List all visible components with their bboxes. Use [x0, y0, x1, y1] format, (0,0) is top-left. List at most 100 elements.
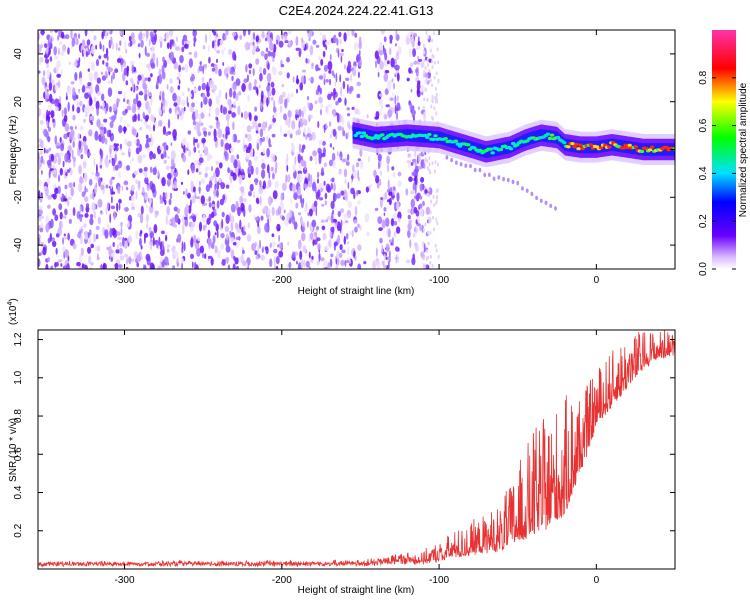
- noise-blob: [95, 225, 100, 231]
- noise-blob: [339, 52, 344, 57]
- noise-blob: [311, 62, 314, 70]
- noise-blob: [268, 126, 270, 132]
- noise-blob: [406, 160, 411, 164]
- noise-blob: [418, 203, 423, 210]
- noise-blob: [109, 154, 112, 159]
- signal-peak: [633, 145, 638, 149]
- noise-blob: [191, 73, 195, 82]
- signal-peak: [639, 149, 645, 154]
- noise-blob: [392, 82, 396, 90]
- noise-blob: [236, 266, 239, 269]
- noise-blob: [167, 118, 171, 129]
- branch-blob: [488, 172, 491, 177]
- noise-blob: [229, 87, 233, 98]
- noise-blob: [262, 147, 266, 155]
- noise-blob: [271, 133, 276, 138]
- noise-blob: [138, 251, 142, 255]
- noise-blob: [347, 200, 353, 208]
- noise-blob: [131, 157, 135, 161]
- noise-blob: [216, 200, 220, 209]
- noise-blob: [284, 40, 289, 44]
- colorbar-label: Normalized spectral amplitude: [738, 82, 749, 217]
- noise-blob: [241, 174, 245, 179]
- noise-blob: [302, 69, 306, 73]
- noise-blob: [146, 63, 151, 69]
- noise-blob: [225, 184, 230, 189]
- noise-blob: [75, 94, 79, 100]
- noise-blob: [38, 101, 42, 106]
- branch-blob: [473, 167, 477, 173]
- noise-blob: [343, 214, 347, 220]
- noise-blob: [337, 169, 343, 176]
- noise-blob: [224, 237, 230, 246]
- noise-blob: [249, 183, 254, 192]
- noise-blob: [77, 132, 80, 141]
- noise-blob: [176, 36, 178, 42]
- noise-blob: [388, 239, 393, 243]
- noise-blob: [345, 161, 350, 166]
- noise-blob: [60, 263, 63, 267]
- noise-blob: [426, 159, 429, 164]
- noise-blob: [329, 134, 332, 139]
- noise-blob: [260, 101, 263, 111]
- noise-blob: [218, 178, 222, 183]
- noise-blob: [420, 84, 426, 94]
- noise-blob: [156, 57, 159, 68]
- noise-blob: [53, 46, 57, 56]
- noise-blob: [318, 96, 323, 104]
- noise-blob: [395, 43, 397, 47]
- noise-blob: [187, 102, 190, 108]
- noise-blob: [250, 165, 254, 175]
- noise-blob: [191, 164, 195, 174]
- noise-blob: [231, 32, 237, 37]
- signal-peak: [664, 145, 669, 149]
- noise-blob: [321, 225, 326, 231]
- noise-blob: [293, 192, 298, 201]
- noise-blob: [68, 61, 72, 65]
- noise-blob: [102, 44, 105, 52]
- noise-blob: [248, 42, 251, 51]
- noise-blob: [191, 221, 196, 228]
- noise-blob: [254, 250, 258, 256]
- noise-blob: [152, 52, 156, 62]
- noise-blob: [210, 175, 214, 182]
- noise-blob: [225, 233, 229, 241]
- noise-blob: [423, 50, 426, 55]
- noise-blob: [111, 256, 113, 262]
- noise-blob: [90, 262, 94, 266]
- noise-blob: [291, 120, 296, 130]
- branch-blob: [483, 172, 487, 178]
- noise-blob: [40, 30, 45, 35]
- noise-blob: [196, 142, 200, 149]
- noise-blob: [265, 47, 269, 53]
- noise-blob: [150, 73, 153, 78]
- noise-blob: [146, 52, 150, 57]
- noise-blob: [241, 230, 247, 236]
- noise-blob: [140, 245, 143, 250]
- noise-blob: [287, 174, 291, 183]
- noise-blob: [305, 58, 308, 64]
- noise-blob: [252, 86, 258, 90]
- noise-blob: [316, 226, 319, 231]
- noise-blob: [191, 261, 194, 269]
- noise-blob: [283, 113, 287, 121]
- noise-blob: [229, 230, 232, 236]
- noise-blob: [139, 90, 143, 96]
- y-tick-label: 0.6: [13, 447, 24, 461]
- noise-blob: [147, 147, 150, 152]
- signal-peak: [511, 141, 516, 146]
- noise-blob: [237, 159, 241, 169]
- y-tick-label: -20: [13, 190, 24, 205]
- noise-blob: [354, 205, 358, 216]
- branch-blob: [502, 177, 505, 182]
- noise-blob: [80, 247, 84, 256]
- noise-blob: [276, 39, 279, 45]
- noise-blob: [55, 106, 59, 112]
- noise-blob: [67, 85, 70, 92]
- noise-blob: [61, 31, 65, 39]
- noise-blob: [182, 154, 187, 163]
- noise-blob: [95, 182, 98, 189]
- signal-peak: [650, 145, 655, 149]
- noise-blob: [353, 219, 358, 224]
